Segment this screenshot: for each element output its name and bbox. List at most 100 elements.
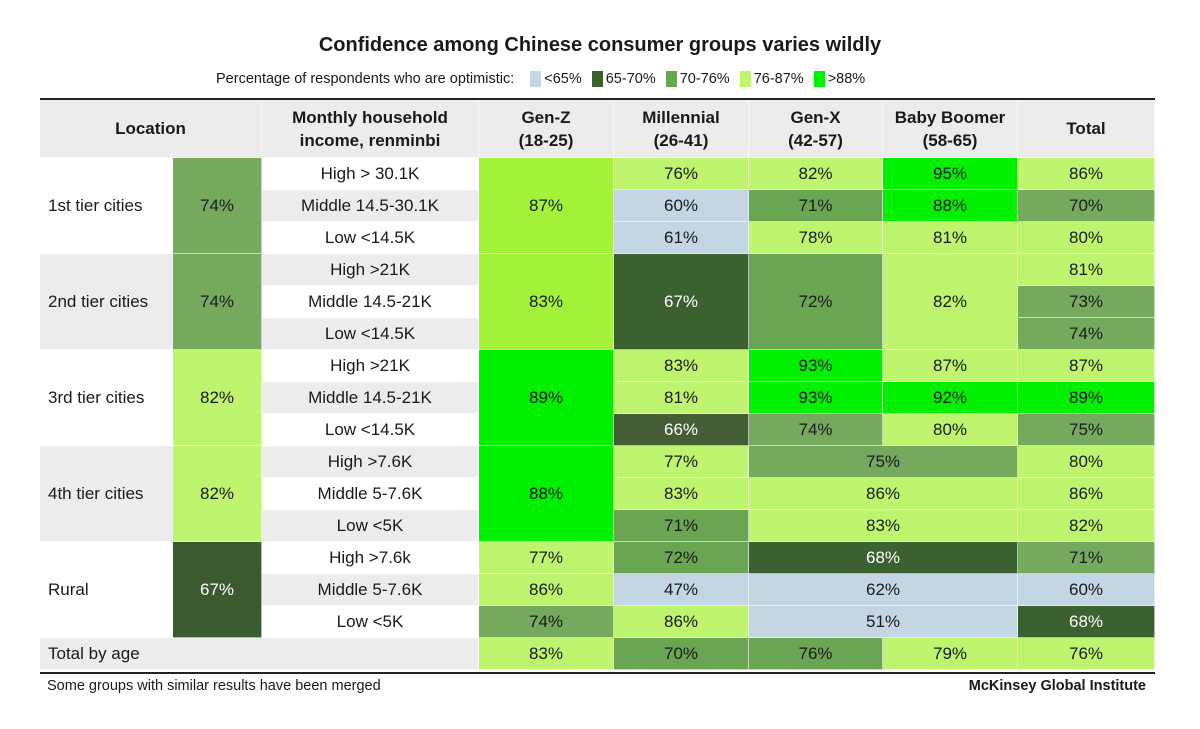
data-cell: 78%	[749, 222, 883, 254]
location-value: 74%	[173, 158, 262, 254]
data-cell: 86%	[614, 606, 749, 638]
data-cell: 72%	[749, 254, 883, 350]
income-label: Middle 14.5-21K	[262, 382, 479, 414]
income-label: High > 30.1K	[262, 158, 479, 190]
location-name: 2nd tier cities	[40, 254, 173, 350]
data-cell: 74%	[1018, 318, 1155, 350]
income-label: Middle 14.5-21K	[262, 286, 479, 318]
legend-item-label: 70-76%	[679, 71, 730, 87]
data-cell: 86%	[479, 574, 614, 606]
data-cell: 93%	[749, 382, 883, 414]
legend-item-label: 76-87%	[753, 71, 804, 87]
data-cell: 80%	[1018, 446, 1155, 478]
data-cell: 88%	[883, 190, 1018, 222]
location-name: 1st tier cities	[40, 158, 173, 254]
data-cell: 87%	[479, 158, 614, 254]
data-cell: 81%	[614, 382, 749, 414]
data-cell: 72%	[614, 542, 749, 574]
data-cell: 74%	[749, 414, 883, 446]
data-cell: 77%	[614, 446, 749, 478]
data-cell: 87%	[883, 350, 1018, 382]
location-name: 3rd tier cities	[40, 350, 173, 446]
data-cell: 82%	[749, 158, 883, 190]
data-cell: 51%	[749, 606, 1018, 638]
income-label: Middle 14.5-30.1K	[262, 190, 479, 222]
data-cell: 80%	[883, 414, 1018, 446]
income-label: Low <14.5K	[262, 318, 479, 350]
header-boomer: Baby Boomer (58-65)	[883, 100, 1018, 158]
header-total: Total	[1018, 100, 1155, 158]
data-cell: 75%	[1018, 414, 1155, 446]
income-label: High >7.6k	[262, 542, 479, 574]
data-cell: 76%	[614, 158, 749, 190]
location-value: 82%	[173, 350, 262, 446]
data-cell: 89%	[479, 350, 614, 446]
data-cell: 60%	[614, 190, 749, 222]
data-cell: 81%	[883, 222, 1018, 254]
header-millennial: Millennial (26-41)	[614, 100, 749, 158]
data-cell: 70%	[1018, 190, 1155, 222]
data-cell: 71%	[614, 510, 749, 542]
income-label: Middle 5-7.6K	[262, 574, 479, 606]
data-cell: 83%	[479, 254, 614, 350]
data-cell: 82%	[883, 254, 1018, 350]
data-cell: 86%	[1018, 478, 1155, 510]
footer-note: Some groups with similar results have be…	[47, 678, 381, 694]
data-cell: 74%	[479, 606, 614, 638]
header-genx: Gen-X (42-57)	[749, 100, 883, 158]
total-by-age-cell: 79%	[883, 638, 1018, 670]
data-cell: 80%	[1018, 222, 1155, 254]
data-cell: 60%	[1018, 574, 1155, 606]
location-value: 67%	[173, 542, 262, 638]
data-cell: 77%	[479, 542, 614, 574]
data-cell: 83%	[749, 510, 1018, 542]
location-name: 4th tier cities	[40, 446, 173, 542]
data-cell: 61%	[614, 222, 749, 254]
data-cell: 87%	[1018, 350, 1155, 382]
data-cell: 86%	[749, 478, 1018, 510]
total-by-age-label: Total by age	[40, 638, 479, 670]
data-cell: 67%	[614, 254, 749, 350]
legend-swatch	[665, 71, 677, 87]
data-cell: 95%	[883, 158, 1018, 190]
total-by-age-cell: 76%	[749, 638, 883, 670]
income-label: Middle 5-7.6K	[262, 478, 479, 510]
income-label: Low <14.5K	[262, 222, 479, 254]
legend: Percentage of respondents who are optimi…	[216, 71, 865, 87]
income-label: High >21K	[262, 350, 479, 382]
data-cell: 81%	[1018, 254, 1155, 286]
legend-swatch	[739, 71, 751, 87]
data-cell: 92%	[883, 382, 1018, 414]
footer-source: McKinsey Global Institute	[968, 678, 1146, 694]
income-label: Low <5K	[262, 510, 479, 542]
data-cell: 68%	[1018, 606, 1155, 638]
data-cell: 83%	[614, 478, 749, 510]
income-label: High >7.6K	[262, 446, 479, 478]
data-cell: 83%	[614, 350, 749, 382]
header-genz: Gen-Z (18-25)	[479, 100, 614, 158]
location-name: Rural	[40, 542, 173, 638]
data-cell: 75%	[749, 446, 1018, 478]
header-location: Location	[40, 100, 262, 158]
data-cell: 86%	[1018, 158, 1155, 190]
legend-item-label: 65-70%	[605, 71, 656, 87]
header-income: Monthly household income, renminbi	[262, 100, 479, 158]
data-cell: 47%	[614, 574, 749, 606]
legend-label: Percentage of respondents who are optimi…	[216, 71, 515, 87]
legend-item-label: >88%	[827, 71, 866, 87]
legend-swatch	[813, 71, 825, 87]
total-by-age-cell: 70%	[614, 638, 749, 670]
total-by-age-cell: 76%	[1018, 638, 1155, 670]
data-cell: 89%	[1018, 382, 1155, 414]
data-cell: 68%	[749, 542, 1018, 574]
data-cell: 82%	[1018, 510, 1155, 542]
data-cell: 93%	[749, 350, 883, 382]
income-label: High >21K	[262, 254, 479, 286]
data-cell: 62%	[749, 574, 1018, 606]
chart-title: Confidence among Chinese consumer groups…	[318, 34, 882, 56]
location-value: 82%	[173, 446, 262, 542]
data-cell: 88%	[479, 446, 614, 542]
data-cell: 71%	[749, 190, 883, 222]
income-label: Low <14.5K	[262, 414, 479, 446]
data-table: Location Monthly household income, renminb…	[40, 98, 1155, 674]
